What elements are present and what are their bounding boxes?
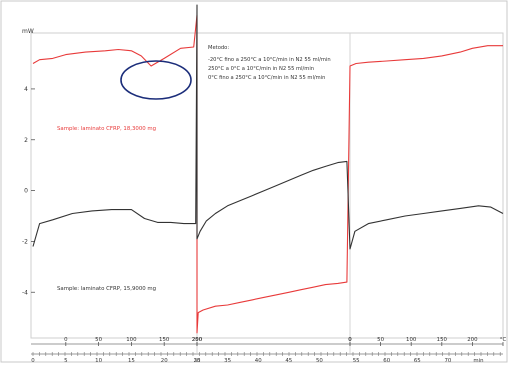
time-tick-label: 50 bbox=[316, 358, 323, 363]
temp-tick-label: 200 bbox=[467, 337, 478, 343]
time-tick-label: 25 bbox=[194, 358, 201, 363]
temp-tick-label: 250 bbox=[192, 337, 203, 343]
temp-tick-label: 150 bbox=[159, 337, 170, 343]
highlight-ellipse bbox=[120, 60, 192, 100]
time-tick-label: 15 bbox=[128, 358, 135, 363]
time-tick-label: 20 bbox=[161, 358, 168, 363]
time-tick-label: 30 bbox=[194, 358, 201, 363]
time-tick-label: 60 bbox=[383, 358, 390, 363]
series-layer bbox=[32, 4, 504, 334]
time-tick-label: min bbox=[473, 358, 483, 363]
temp-tick-label: 0 bbox=[348, 337, 352, 343]
y-tick-label-4: -4 bbox=[22, 289, 28, 296]
series-line-1 bbox=[32, 4, 504, 250]
temp-tick-label: 0 bbox=[64, 337, 68, 343]
temp-tick-label: 50 bbox=[95, 337, 102, 343]
y-tick-label-2: 0 bbox=[24, 188, 28, 195]
temp-tick-label: °C bbox=[500, 337, 507, 343]
temp-tick-label: 0 bbox=[348, 337, 352, 343]
time-tick-label: 45 bbox=[285, 358, 292, 363]
temp-tick-label: 100 bbox=[406, 337, 417, 343]
time-tick-label: 10 bbox=[95, 358, 102, 363]
y-unit-label: mW bbox=[22, 28, 34, 35]
temp-tick-label: 100 bbox=[126, 337, 137, 343]
series-label-black: Sample: laminato CFRP, 15,9000 mg bbox=[57, 286, 156, 292]
y-tick-label-1: 2 bbox=[24, 137, 28, 144]
series-line-0 bbox=[32, 14, 503, 334]
temp-tick-label: 50 bbox=[377, 337, 384, 343]
annotation-heading: Metodo: bbox=[208, 45, 229, 51]
time-tick-label: 35 bbox=[224, 358, 231, 363]
temp-tick-label: 200 bbox=[192, 337, 203, 343]
time-tick-label: 65 bbox=[414, 358, 421, 363]
annotation-line-1: -20°C fino a 250°C a 10°C/min in N2 55 m… bbox=[208, 57, 331, 63]
y-axis: mW 4 2 0 -2 -4 bbox=[22, 28, 35, 296]
temp-tick-label: 150 bbox=[437, 337, 448, 343]
series-1 bbox=[32, 4, 504, 250]
time-tick-label: 55 bbox=[353, 358, 360, 363]
time-tick-label: 5 bbox=[64, 358, 67, 363]
plot-area bbox=[30, 32, 504, 339]
y-tick-label-3: -2 bbox=[22, 238, 28, 245]
series-0 bbox=[32, 14, 503, 334]
time-tick-label: 0 bbox=[31, 358, 35, 363]
y-tick-label-0: 4 bbox=[24, 86, 28, 93]
time-tick-label: 40 bbox=[255, 358, 262, 363]
method-annotation: Metodo: -20°C fino a 250°C a 10°C/min in… bbox=[208, 45, 331, 81]
time-tick-label: 70 bbox=[444, 358, 451, 363]
annotation-line-3: 0°C fino a 250°C a 10°C/min in N2 55 ml/… bbox=[208, 75, 325, 81]
series-label-red: Sample: laminato CFRP, 18,3000 mg bbox=[57, 126, 156, 132]
annotation-line-2: 250°C a 0°C a 10°C/min in N2 55 ml/min bbox=[208, 66, 314, 72]
